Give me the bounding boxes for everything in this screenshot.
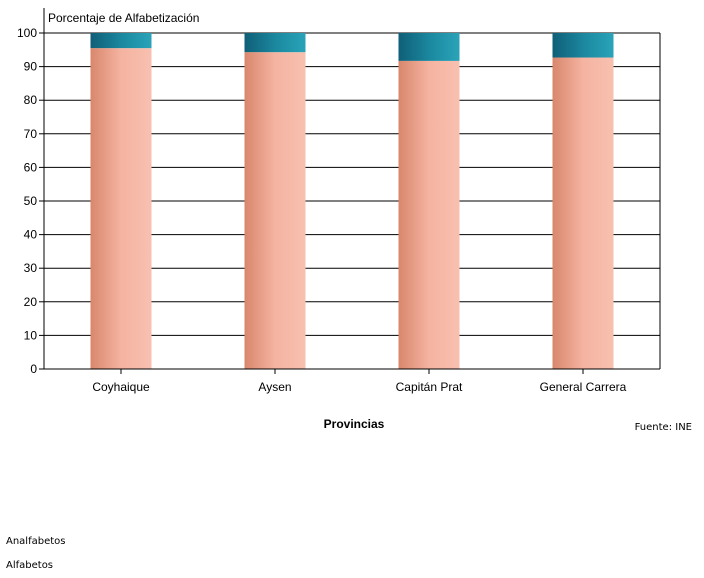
- bar-alfabetos: [90, 48, 152, 370]
- bar-alfabetos: [244, 52, 306, 369]
- bar-alfabetos: [398, 60, 460, 369]
- x-tick-label: Aysen: [258, 380, 291, 394]
- literacy-bar-chart: 0 10 20 30 40 50 60 70 80 90 100 Coyhaique Aysen Capi…: [17, 8, 661, 431]
- x-tick-label: Coyhaique: [92, 380, 150, 394]
- y-tick-label: 50: [24, 194, 38, 208]
- axes: 0 10 20 30 40 50 60 70 80 90 100 Coyhaique Aysen Capi…: [17, 8, 661, 394]
- y-tick-label: 0: [30, 362, 37, 376]
- source-note: Fuente: INE: [634, 422, 692, 433]
- y-tick-label: 100: [17, 26, 37, 40]
- x-tick-label: General Carrera: [540, 380, 627, 394]
- y-tick-label: 80: [24, 93, 38, 107]
- y-tick-label: 30: [24, 261, 38, 275]
- legend-item-analfabetos: Analfabetos: [6, 536, 66, 547]
- y-tick-label: 60: [24, 160, 38, 174]
- y-tick-label: 90: [24, 60, 38, 74]
- y-tick-label: 10: [24, 328, 38, 342]
- y-tick-label: 40: [24, 228, 38, 242]
- bar-analfabetos: [90, 33, 152, 49]
- x-axis-title: Provincias: [324, 417, 385, 431]
- bars: [90, 33, 614, 370]
- chart-title: Porcentaje de Alfabetización: [48, 11, 199, 25]
- bar-alfabetos: [552, 57, 614, 369]
- x-tick-label: Capitán Prat: [396, 380, 463, 394]
- legend-item-alfabetos: Alfabetos: [6, 560, 54, 571]
- bar-analfabetos: [552, 33, 614, 58]
- bar-analfabetos: [398, 33, 460, 61]
- y-tick-label: 70: [24, 127, 38, 141]
- bar-analfabetos: [244, 33, 306, 53]
- legend: Analfabetos Alfabetos: [6, 530, 65, 578]
- y-tick-label: 20: [24, 295, 38, 309]
